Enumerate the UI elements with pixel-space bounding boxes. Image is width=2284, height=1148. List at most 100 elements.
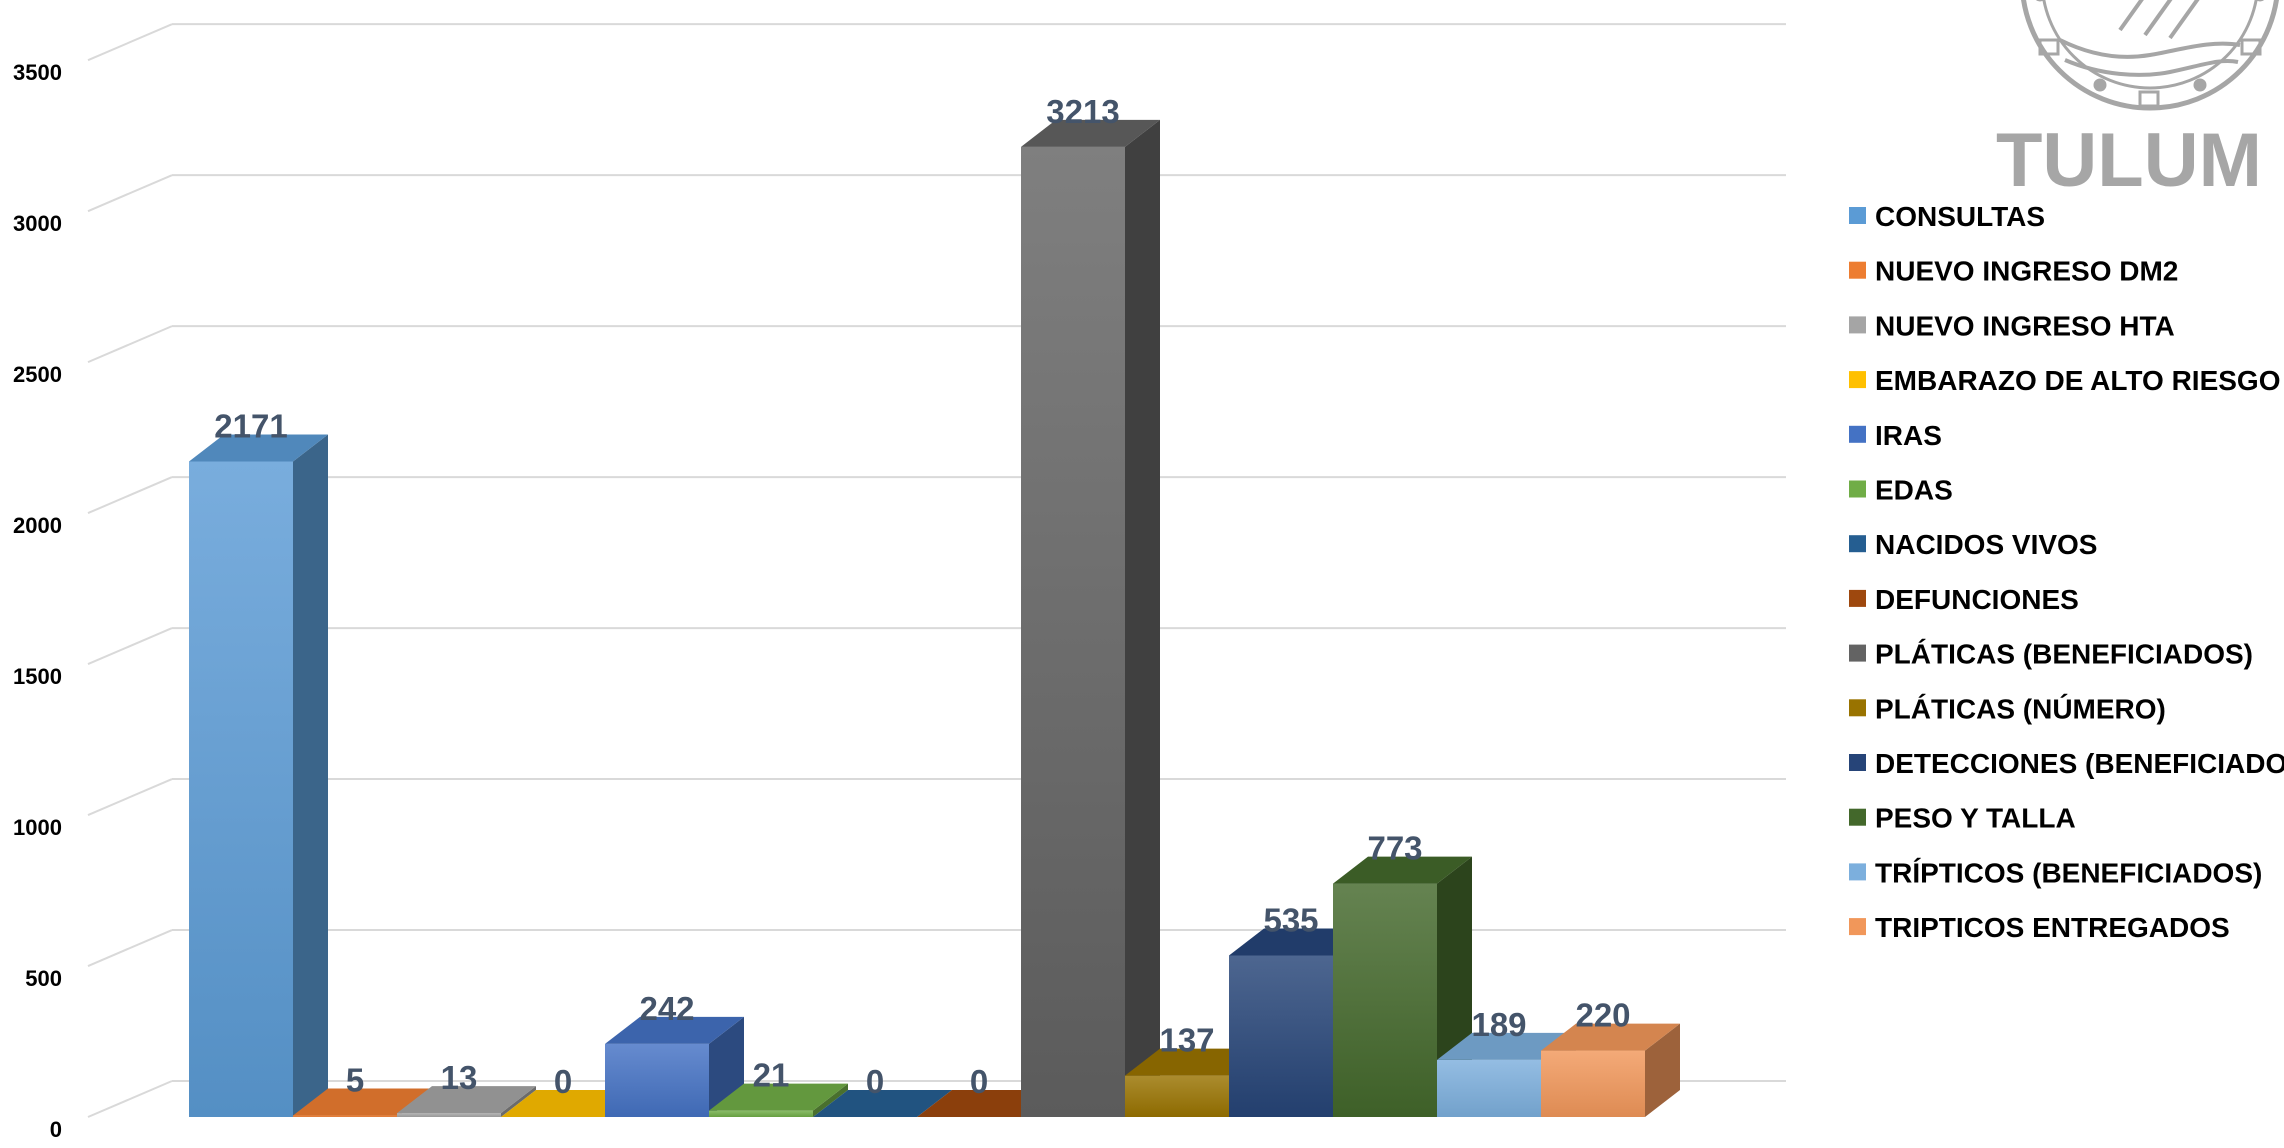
legend-label: CONSULTAS (1875, 201, 2045, 232)
legend-swatch (1849, 754, 1866, 771)
legend-item: TRIPTICOS ENTREGADOS (1849, 912, 2230, 943)
legend-label: IRAS (1875, 420, 1942, 451)
legend-label: PLÁTICAS (BENEFICIADOS) (1875, 639, 2253, 670)
legend-swatch (1849, 425, 1866, 443)
bar (709, 1083, 848, 1117)
legend-item: DEFUNCIONES (1849, 584, 2079, 615)
legend-swatch (1849, 699, 1866, 717)
legend-item: NUEVO INGRESO DM2 (1849, 256, 2178, 287)
bar (1541, 1023, 1680, 1117)
data-label: 3213 (1046, 93, 1119, 130)
gridline-depth (87, 476, 173, 515)
legend-swatch (1849, 371, 1866, 389)
tulum-logo: TULUM (1996, 0, 2279, 203)
legend-swatch (1849, 261, 1866, 279)
gridline-depth (87, 929, 173, 967)
y-tick-label: 2500 (13, 362, 62, 387)
bar-top (813, 1090, 952, 1117)
bar-side (293, 434, 328, 1117)
legend-label: EMBARAZO DE ALTO RIESGO (1875, 365, 2281, 396)
legend-swatch (1849, 808, 1866, 826)
legend-label: PLÁTICAS (NÚMERO) (1875, 693, 2166, 724)
bar (1333, 856, 1472, 1117)
bar (1021, 119, 1160, 1117)
legend-label: DEFUNCIONES (1875, 584, 2079, 615)
bar-front (1125, 1075, 1229, 1117)
legend-item: NACIDOS VIVOS (1849, 529, 2097, 560)
chart-legend: CONSULTAS NUEVO INGRESO DM2 NUEVO INGRESO … (1849, 201, 2284, 943)
bar-front (189, 461, 293, 1117)
chart-bars (189, 119, 1680, 1118)
bar-top (1541, 1023, 1680, 1051)
legend-label: TRÍPTICOS (BENEFICIADOS) (1875, 857, 2262, 888)
bar (397, 1086, 536, 1117)
bar-top (605, 1016, 744, 1044)
bar-top (293, 1088, 432, 1116)
legend-item: NUEVO INGRESO HTA (1849, 310, 2175, 341)
data-label: 5 (346, 1061, 364, 1098)
bar-side (501, 1086, 536, 1117)
tulum-seal-icon (2021, 0, 2279, 111)
legend-item: EMBARAZO DE ALTO RIESGO (1849, 365, 2281, 396)
bar (189, 434, 328, 1117)
chart-data-labels: 2171 5 13 0 242 21 0 0 3213 137 535 773 189 220 (214, 93, 1630, 1100)
bar-top (709, 1083, 848, 1111)
y-axis-ticks: 0 500 1000 1500 2000 2500 3000 3500 (13, 60, 62, 1142)
gridline-depth (87, 23, 173, 62)
data-label: 220 (1575, 997, 1630, 1034)
bar (605, 1016, 744, 1117)
bar-side (1645, 1023, 1680, 1117)
legend-swatch (1849, 644, 1866, 662)
bar-side (1125, 119, 1160, 1117)
bar-front (1541, 1050, 1645, 1117)
legend-item: IRAS (1849, 420, 1942, 451)
data-label: 189 (1471, 1006, 1526, 1043)
data-label: 13 (441, 1059, 478, 1096)
y-tick-label: 2000 (13, 513, 62, 538)
legend-item: CONSULTAS (1849, 201, 2045, 232)
logo-text: TULUM (1996, 118, 2262, 203)
bar-front (1229, 955, 1333, 1117)
legend-label: NUEVO INGRESO DM2 (1875, 256, 2178, 287)
legend-label: NACIDOS VIVOS (1875, 529, 2097, 560)
y-tick-label: 1000 (13, 815, 62, 840)
gridline-depth (87, 325, 173, 364)
legend-label: TRIPTICOS ENTREGADOS (1875, 912, 2230, 943)
data-label: 242 (639, 990, 694, 1027)
legend-label: NUEVO INGRESO HTA (1875, 310, 2175, 341)
legend-label: EDAS (1875, 475, 1953, 506)
legend-swatch (1849, 535, 1866, 553)
y-tick-label: 0 (50, 1117, 62, 1142)
chart-gridlines (87, 23, 1786, 1118)
data-label: 137 (1159, 1022, 1214, 1059)
legend-item: DETECCIONES (BENEFICIADOS) (1849, 748, 2284, 779)
y-tick-label: 500 (25, 966, 62, 991)
legend-swatch (1849, 918, 1866, 936)
bar-front (1021, 146, 1125, 1117)
y-tick-label: 1500 (13, 664, 62, 689)
data-label: 535 (1263, 901, 1318, 938)
bar-front (397, 1113, 501, 1117)
legend-swatch (1849, 207, 1866, 224)
bar-front (709, 1110, 813, 1117)
legend-swatch (1849, 316, 1866, 334)
gridline-depth (87, 627, 173, 665)
bar-side (813, 1083, 848, 1117)
gridline-depth (87, 174, 173, 213)
legend-item: PESO Y TALLA (1849, 803, 2076, 834)
data-label: 0 (970, 1063, 988, 1100)
legend-item: PLÁTICAS (NÚMERO) (1849, 693, 2166, 724)
legend-label: DETECCIONES (BENEFICIADOS) (1875, 748, 2284, 779)
bar-front (1437, 1059, 1541, 1117)
legend-item: TRÍPTICOS (BENEFICIADOS) (1849, 857, 2262, 888)
bar-front (605, 1043, 709, 1117)
data-label: 2171 (214, 407, 287, 444)
y-tick-label: 3500 (13, 60, 62, 85)
legend-item: EDAS (1849, 475, 1953, 506)
bar-top (397, 1086, 536, 1114)
bar-front (1333, 883, 1437, 1117)
y-tick-label: 3000 (13, 211, 62, 236)
data-label: 0 (554, 1063, 572, 1100)
bar (813, 1090, 952, 1118)
